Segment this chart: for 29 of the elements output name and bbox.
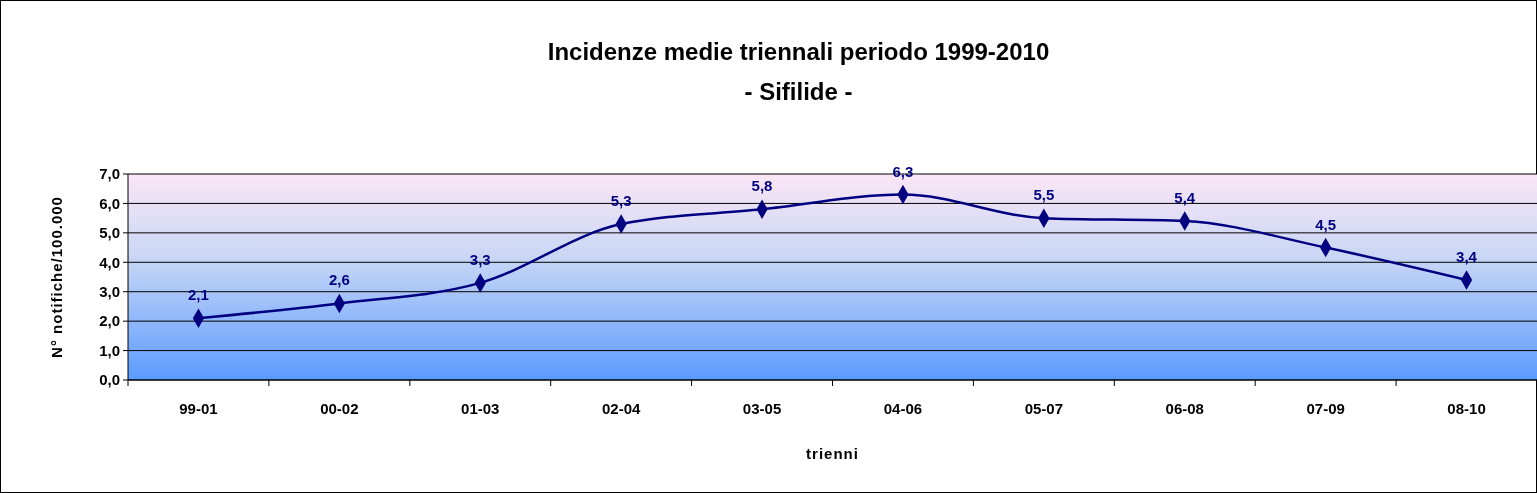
data-label: 6,3 [892,162,914,180]
data-label: 5,8 [751,177,773,195]
x-axis-title: trienni [806,445,859,462]
data-label: 5,4 [1174,189,1196,207]
y-tick-label: 3,0 [99,282,120,300]
data-label: 4,5 [1315,215,1337,233]
data-label: 5,5 [1033,186,1055,204]
x-tick-label: 06-08 [1165,400,1204,417]
y-tick-label: 2,0 [99,312,120,330]
data-label: 3,4 [1456,247,1478,265]
y-tick-label: 5,0 [99,224,120,242]
y-tick-label: 0,0 [99,371,120,389]
x-tick-label: 99-01 [179,400,218,417]
x-tick-label: 02-04 [601,400,641,417]
data-label: 2,6 [328,271,350,289]
y-tick-label: 1,0 [99,341,120,359]
y-tick-label: 6,0 [99,194,120,212]
x-tick-label: 03-05 [742,400,782,417]
y-tick-label: 4,0 [99,253,120,271]
chart-subtitle: - Sifilide - [744,78,853,105]
x-tick-label: 08-10 [1447,400,1486,417]
x-tick-label: 04-06 [883,400,923,417]
x-tick-label: 05-07 [1024,400,1064,417]
x-tick-label: 07-09 [1306,400,1345,417]
x-tick-label: 01-03 [461,400,500,417]
y-tick-label: 7,0 [99,165,120,183]
x-tick-label: 00-02 [320,400,359,417]
chart-title: Incidenze medie triennali periodo 1999-2010 [547,38,1050,65]
y-axis-title: N° notifiche/100.000 [48,196,65,358]
